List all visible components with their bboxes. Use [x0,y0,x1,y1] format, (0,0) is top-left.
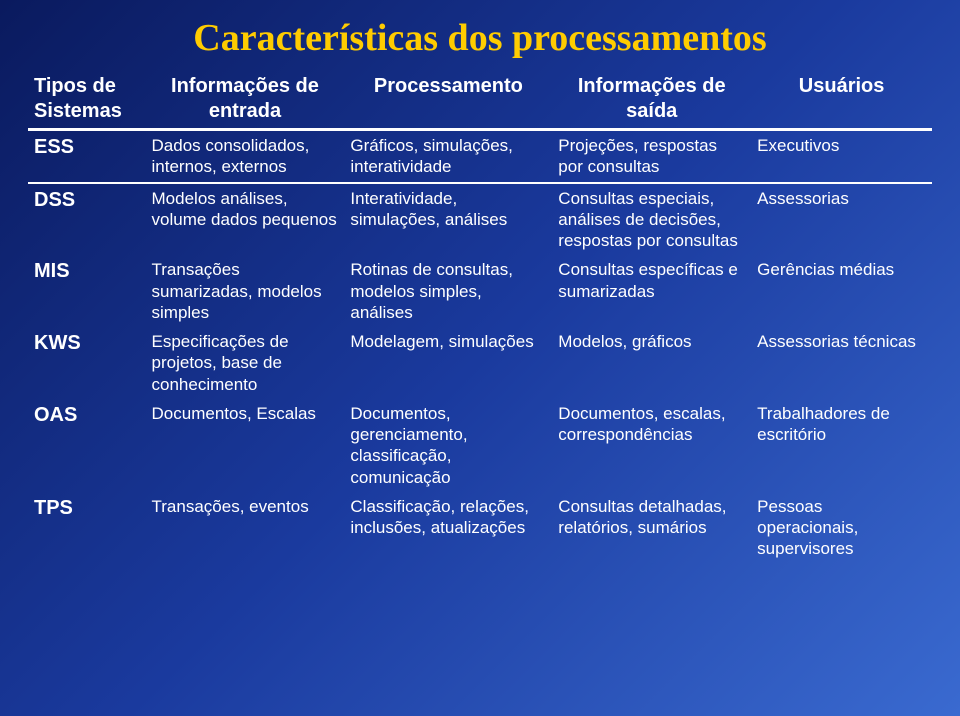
cell: Modelos análises, volume dados pequenos [146,183,345,256]
col-header: Informações de saída [552,70,751,130]
row-label: DSS [28,183,146,256]
table-row: MIS Transações sumarizadas, modelos simp… [28,255,932,327]
cell: Executivos [751,130,932,183]
cell: Dados consolidados, internos, externos [146,130,345,183]
cell: Consultas especiais, análises de decisõe… [552,183,751,256]
cell: Rotinas de consultas, modelos simples, a… [344,255,552,327]
cell: Modelagem, simulações [344,327,552,399]
table-header-row: Tipos de Sistemas Informações de entrada… [28,70,932,130]
cell: Gráficos, simulações, interatividade [344,130,552,183]
table-body: ESS Dados consolidados, internos, extern… [28,130,932,564]
cell: Transações sumarizadas, modelos simples [146,255,345,327]
cell: Interatividade, simulações, análises [344,183,552,256]
slide-title: Características dos processamentos [28,16,932,60]
cell: Documentos, gerenciamento, classificação… [344,399,552,492]
table-row: OAS Documentos, Escalas Documentos, gere… [28,399,932,492]
table-row: KWS Especificações de projetos, base de … [28,327,932,399]
cell: Assessorias [751,183,932,256]
cell: Documentos, escalas, correspondências [552,399,751,492]
col-header: Usuários [751,70,932,130]
row-label: ESS [28,130,146,183]
cell: Documentos, Escalas [146,399,345,492]
cell: Consultas detalhadas, relatórios, sumári… [552,492,751,564]
slide: Características dos processamentos Tipos… [28,16,932,700]
table-row: TPS Transações, eventos Classificação, r… [28,492,932,564]
cell: Assessorias técnicas [751,327,932,399]
col-header: Processamento [344,70,552,130]
cell: Transações, eventos [146,492,345,564]
row-label: TPS [28,492,146,564]
cell: Modelos, gráficos [552,327,751,399]
cell: Trabalhadores de escritório [751,399,932,492]
table-row: DSS Modelos análises, volume dados peque… [28,183,932,256]
cell: Especificações de projetos, base de conh… [146,327,345,399]
col-header: Informações de entrada [146,70,345,130]
cell: Consultas específicas e sumarizadas [552,255,751,327]
row-label: KWS [28,327,146,399]
row-label: OAS [28,399,146,492]
cell: Gerências médias [751,255,932,327]
cell: Pessoas operacionais, supervisores [751,492,932,564]
info-table: Tipos de Sistemas Informações de entrada… [28,70,932,564]
table-row: ESS Dados consolidados, internos, extern… [28,130,932,183]
row-label: MIS [28,255,146,327]
cell: Projeções, respostas por consultas [552,130,751,183]
cell: Classificação, relações, inclusões, atua… [344,492,552,564]
col-header: Tipos de Sistemas [28,70,146,130]
